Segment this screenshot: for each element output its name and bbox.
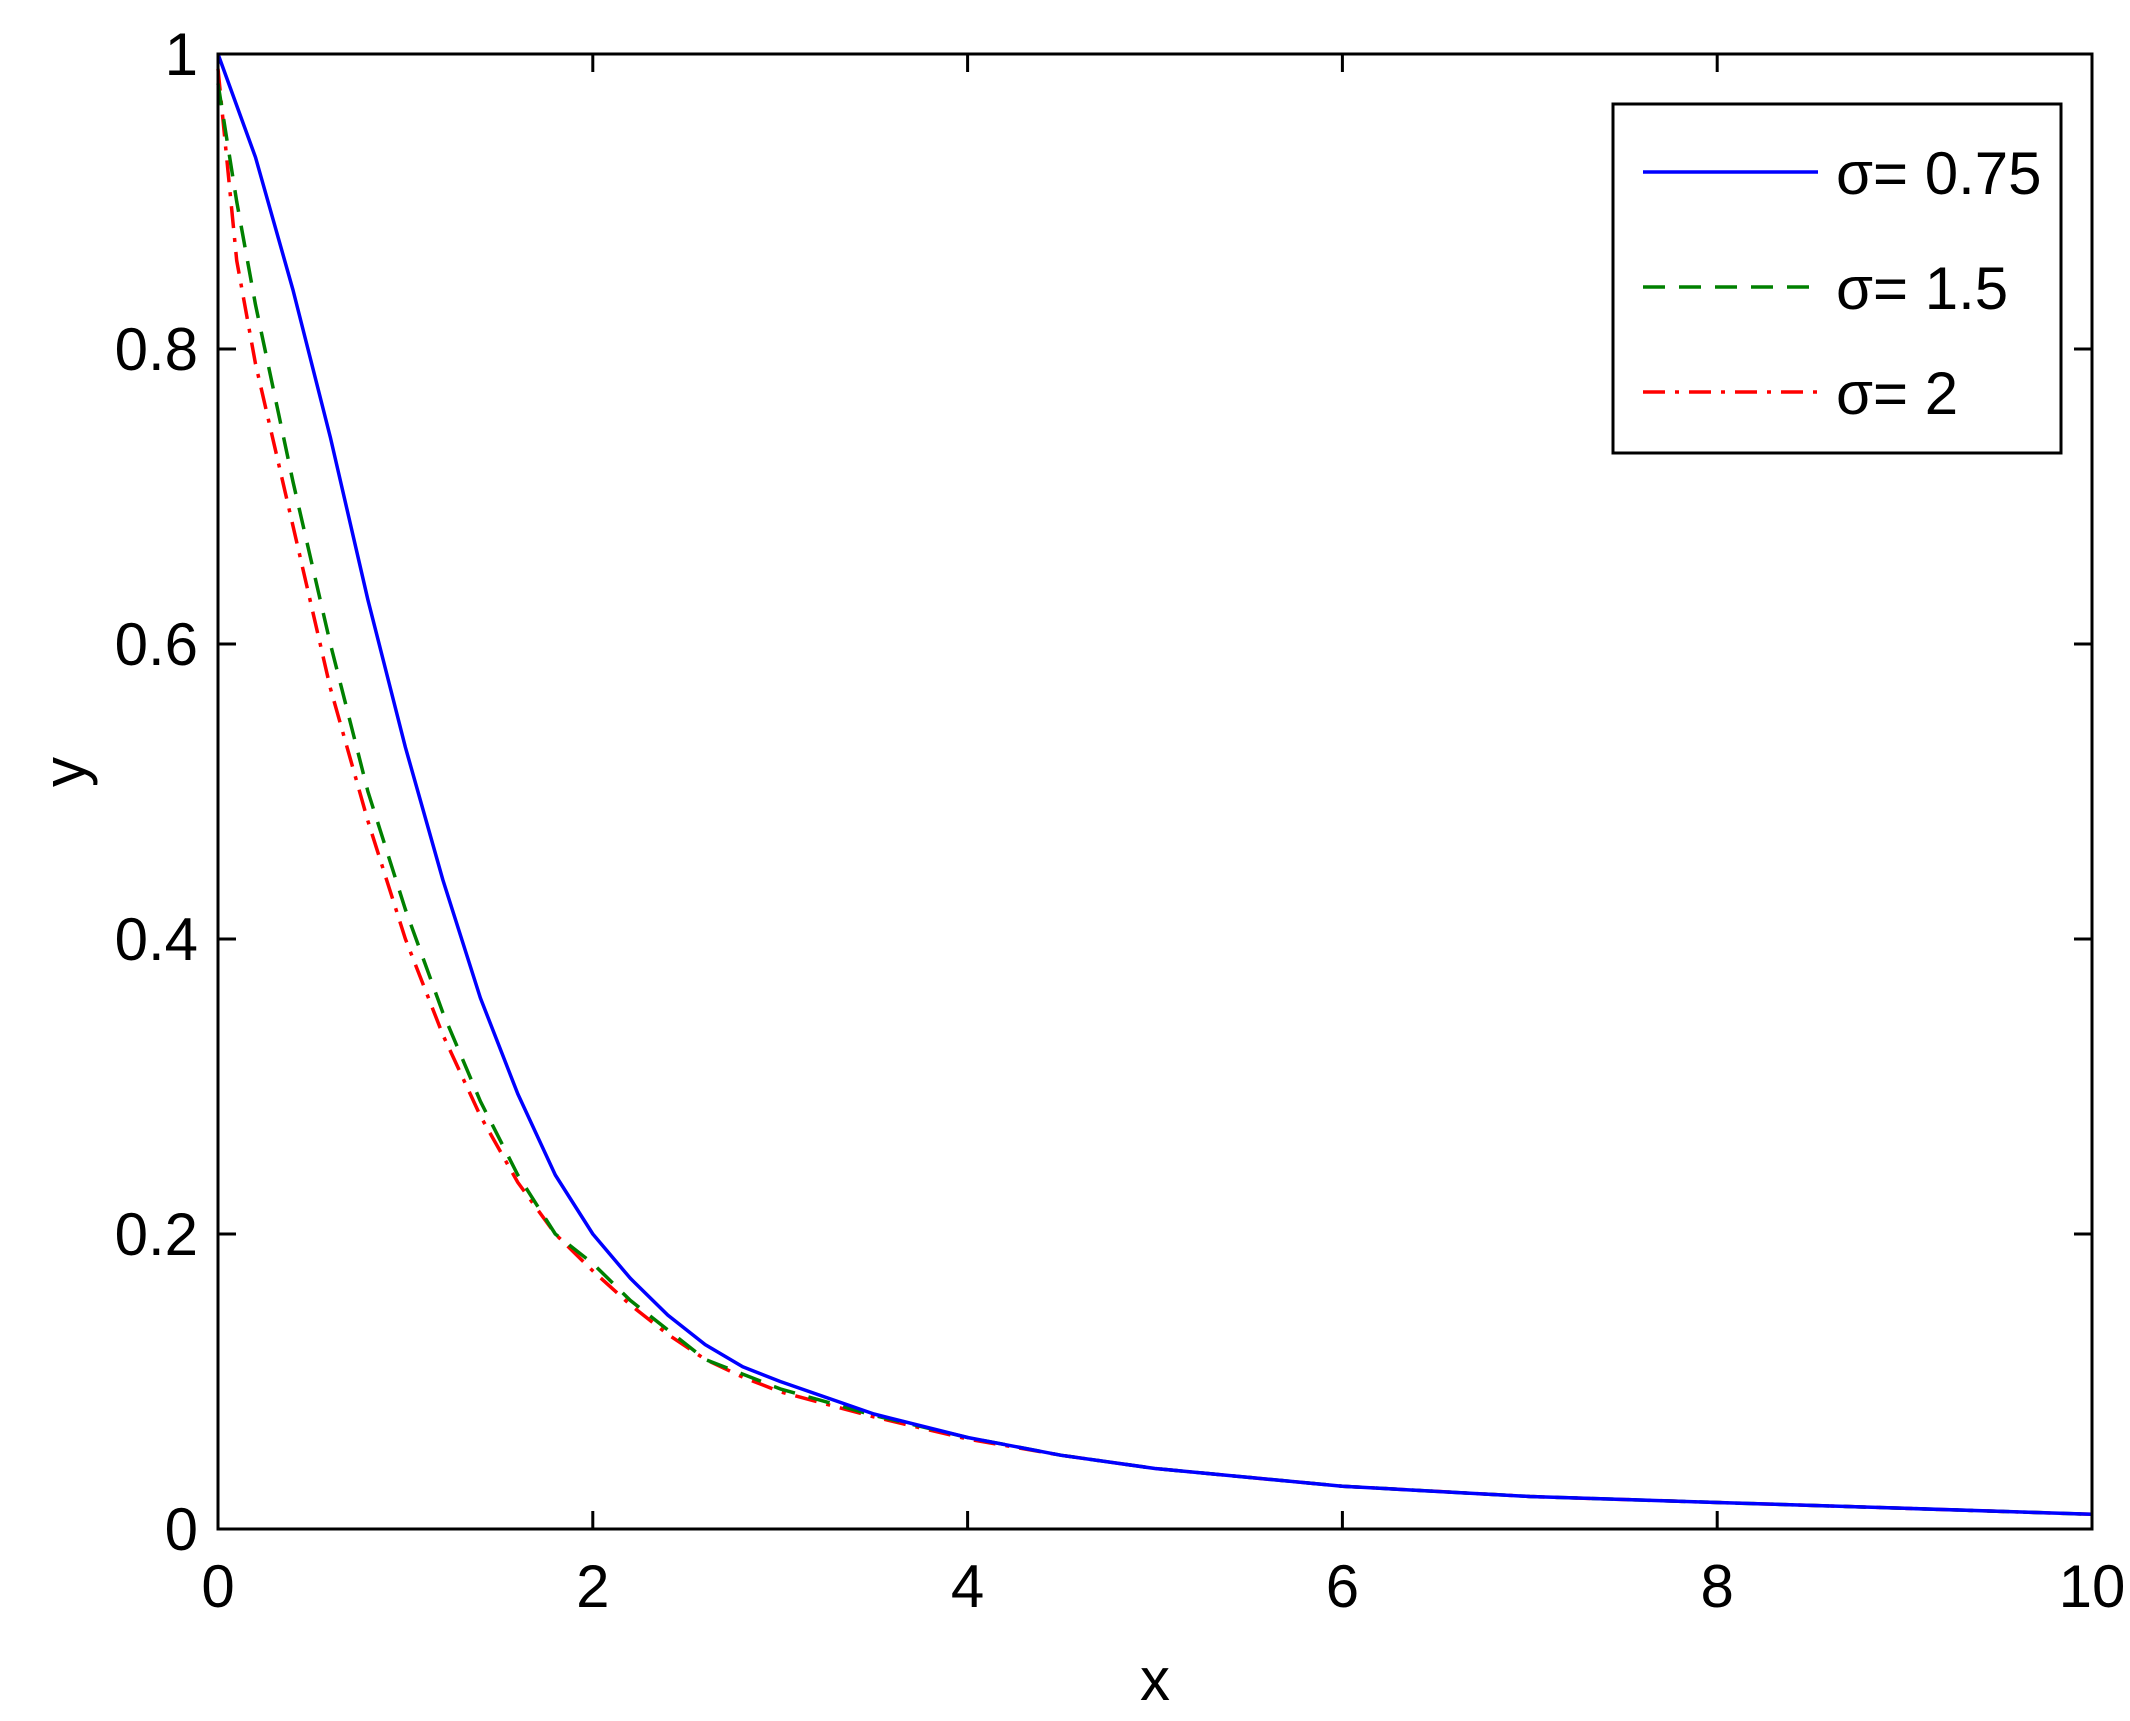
legend-label: σ= 1.5 [1836, 255, 2008, 322]
x-tick-label: 4 [951, 1553, 984, 1620]
tick-labels: 0 2 4 6 8 10 0 0.2 0.4 0.6 0.8 1 [115, 21, 2126, 1620]
x-tick-label: 8 [1701, 1553, 1734, 1620]
plot-lines [216, 53, 2093, 1517]
x-axis-label: x [1140, 1646, 1170, 1713]
y-tick-label: 0 [165, 1496, 198, 1563]
y-tick-label: 0.2 [115, 1201, 198, 1268]
legend: σ= 0.75 σ= 1.5 σ= 2 [1611, 102, 2063, 455]
y-tick-label: 1 [165, 21, 198, 88]
y-tick-label: 0.8 [115, 316, 198, 383]
x-tick-label: 0 [201, 1553, 234, 1620]
series-line [216, 53, 2093, 1517]
x-tick-label: 6 [1326, 1553, 1359, 1620]
legend-box [1611, 102, 2063, 455]
legend-label: σ= 0.75 [1836, 140, 2042, 207]
y-tick-label: 0.4 [115, 906, 198, 973]
legend-label: σ= 2 [1836, 360, 1958, 427]
y-tick-label: 0.6 [115, 611, 198, 678]
x-tick-label: 2 [576, 1553, 609, 1620]
x-tick-label: 10 [2059, 1553, 2126, 1620]
plot-area-frame [216, 52, 2094, 1531]
y-axis-label: y [31, 757, 98, 787]
